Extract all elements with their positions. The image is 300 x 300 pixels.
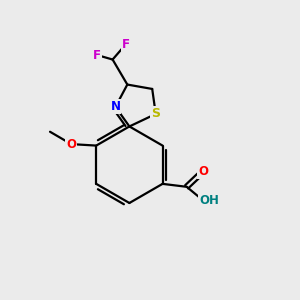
Text: OH: OH — [199, 194, 219, 207]
Text: S: S — [151, 107, 160, 121]
Text: F: F — [122, 38, 130, 51]
Text: N: N — [110, 100, 121, 113]
Text: O: O — [198, 165, 208, 178]
Text: F: F — [93, 49, 101, 62]
Text: O: O — [66, 138, 76, 151]
